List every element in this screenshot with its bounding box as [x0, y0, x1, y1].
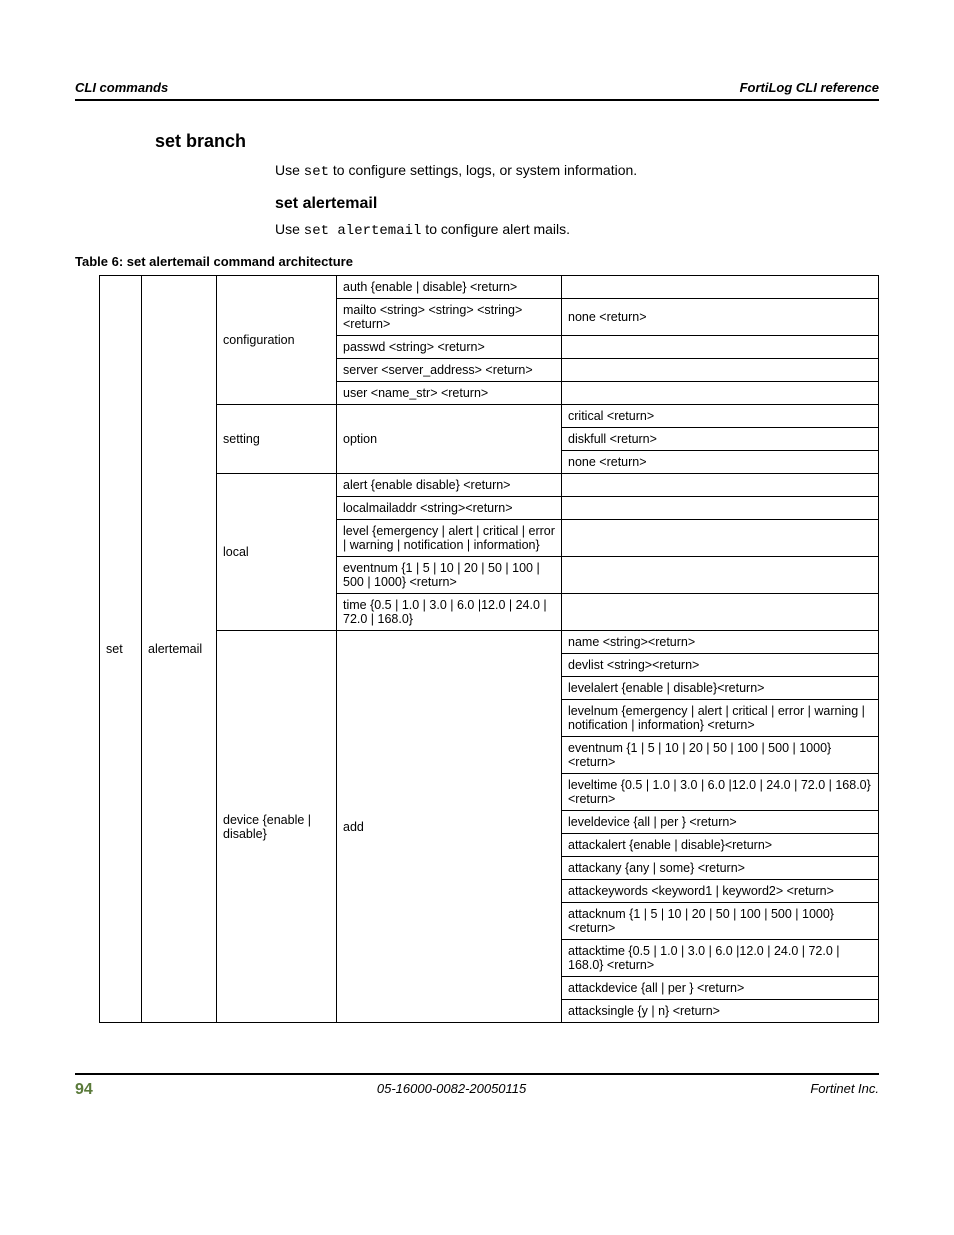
col-param — [562, 497, 879, 520]
col-param: levelalert {enable | disable}<return> — [562, 677, 879, 700]
col-cmd: eventnum {1 | 5 | 10 | 20 | 50 | 100 | 5… — [337, 557, 562, 594]
col-param: leveldevice {all | per } <return> — [562, 811, 879, 834]
sub-prefix: Use — [275, 221, 304, 237]
col-param: attacknum {1 | 5 | 10 | 20 | 50 | 100 | … — [562, 903, 879, 940]
col-subcmd: option — [337, 405, 562, 474]
col-param — [562, 336, 879, 359]
table-row: settingoptioncritical <return> — [100, 405, 879, 428]
col-param: attackalert {enable | disable}<return> — [562, 834, 879, 857]
col-param — [562, 594, 879, 631]
footer-center: 05-16000-0082-20050115 — [377, 1081, 526, 1099]
col-group: setting — [217, 405, 337, 474]
intro-suffix: to configure settings, logs, or system i… — [329, 162, 637, 178]
col-param — [562, 520, 879, 557]
col-param: attackany {any | some} <return> — [562, 857, 879, 880]
col-param: devlist <string><return> — [562, 654, 879, 677]
table-row: setalertemailconfigurationauth {enable |… — [100, 276, 879, 299]
page-number: 94 — [75, 1081, 93, 1099]
col-cmd: alert {enable disable} <return> — [337, 474, 562, 497]
table-row: device {enable | disable}addname <string… — [100, 631, 879, 654]
subsection-intro: Use set alertemail to configure alert ma… — [275, 221, 879, 239]
col-param: none <return> — [562, 299, 879, 336]
table-caption: Table 6: set alertemail command architec… — [75, 254, 879, 269]
col-param — [562, 557, 879, 594]
col-param: diskfull <return> — [562, 428, 879, 451]
col-cmd: passwd <string> <return> — [337, 336, 562, 359]
sub-suffix: to configure alert mails. — [421, 221, 570, 237]
sub-cmd: set alertemail — [304, 223, 422, 239]
col-cmd: level {emergency | alert | critical | er… — [337, 520, 562, 557]
col-param — [562, 474, 879, 497]
col-group: local — [217, 474, 337, 631]
table-row: localalert {enable disable} <return> — [100, 474, 879, 497]
col-param: leveltime {0.5 | 1.0 | 3.0 | 6.0 |12.0 |… — [562, 774, 879, 811]
col-alertemail: alertemail — [142, 276, 217, 1023]
col-group: configuration — [217, 276, 337, 405]
col-param: name <string><return> — [562, 631, 879, 654]
header-right: FortiLog CLI reference — [740, 80, 879, 95]
col-cmd: mailto <string> <string> <string> <retur… — [337, 299, 562, 336]
col-group: device {enable | disable} — [217, 631, 337, 1023]
intro-cmd: set — [304, 164, 329, 180]
header-left: CLI commands — [75, 80, 168, 95]
col-cmd: user <name_str> <return> — [337, 382, 562, 405]
col-param: attackeywords <keyword1 | keyword2> <ret… — [562, 880, 879, 903]
col-cmd: auth {enable | disable} <return> — [337, 276, 562, 299]
subsection-heading: set alertemail — [275, 195, 879, 213]
col-param: attacktime {0.5 | 1.0 | 3.0 | 6.0 |12.0 … — [562, 940, 879, 977]
col-cmd: time {0.5 | 1.0 | 3.0 | 6.0 |12.0 | 24.0… — [337, 594, 562, 631]
col-cmd: server <server_address> <return> — [337, 359, 562, 382]
col-param: levelnum {emergency | alert | critical |… — [562, 700, 879, 737]
col-param: critical <return> — [562, 405, 879, 428]
col-subcmd: add — [337, 631, 562, 1023]
col-param: eventnum {1 | 5 | 10 | 20 | 50 | 100 | 5… — [562, 737, 879, 774]
page-footer: 94 05-16000-0082-20050115 Fortinet Inc. — [75, 1073, 879, 1099]
col-param — [562, 276, 879, 299]
section-intro: Use set to configure settings, logs, or … — [275, 162, 879, 180]
col-param: attackdevice {all | per } <return> — [562, 977, 879, 1000]
footer-right: Fortinet Inc. — [810, 1081, 879, 1099]
col-set: set — [100, 276, 142, 1023]
section-heading: set branch — [155, 131, 879, 152]
col-param: none <return> — [562, 451, 879, 474]
intro-prefix: Use — [275, 162, 304, 178]
command-table: setalertemailconfigurationauth {enable |… — [99, 275, 879, 1023]
col-cmd: localmailaddr <string><return> — [337, 497, 562, 520]
col-param — [562, 382, 879, 405]
page-header: CLI commands FortiLog CLI reference — [75, 80, 879, 101]
col-param — [562, 359, 879, 382]
col-param: attacksingle {y | n} <return> — [562, 1000, 879, 1023]
